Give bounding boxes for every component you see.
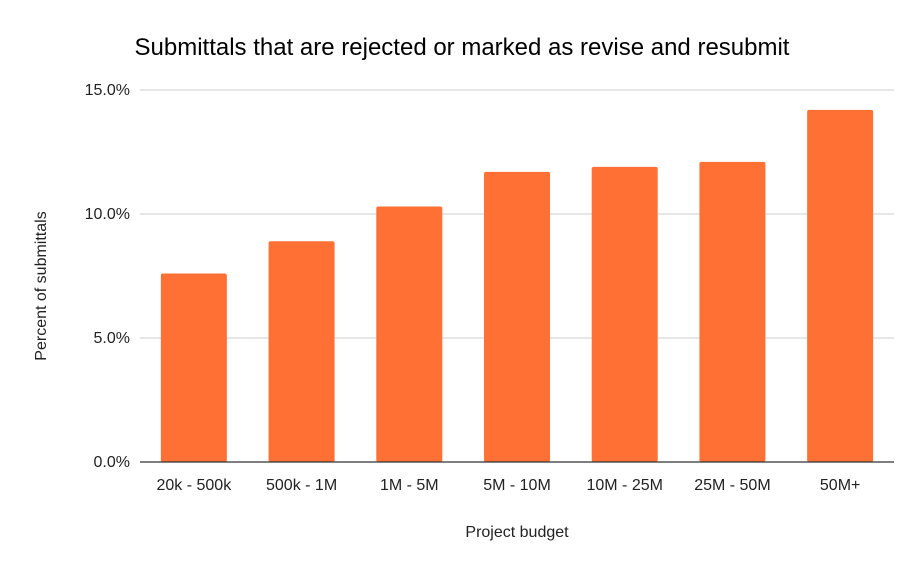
bar — [591, 166, 658, 462]
y-axis-label: Percent of submittals — [33, 211, 50, 360]
y-tick-label: 0.0% — [94, 454, 130, 471]
x-tick-label: 1M - 5M — [380, 477, 439, 494]
bar — [160, 273, 227, 462]
bar — [699, 161, 766, 463]
x-axis-label: Project budget — [465, 524, 569, 541]
x-tick-label: 25M - 50M — [694, 477, 770, 494]
bar — [807, 109, 874, 462]
x-tick-label: 500k - 1M — [266, 477, 337, 494]
x-tick-label: 10M - 25M — [586, 477, 662, 494]
chart-title: Submittals that are rejected or marked a… — [135, 34, 790, 61]
bar — [376, 206, 443, 462]
bars — [160, 109, 874, 463]
y-axis-ticks: 0.0% 5.0% 10.0% 15.0% — [85, 82, 130, 471]
bar — [268, 241, 335, 462]
bar — [484, 171, 550, 462]
x-tick-label: 5M - 10M — [483, 477, 551, 494]
y-tick-label: 15.0% — [85, 82, 130, 99]
x-tick-label: 50M+ — [820, 477, 860, 494]
x-axis-ticks: 20k - 500k 500k - 1M 1M - 5M 5M - 10M 10M - … — [156, 477, 860, 494]
y-tick-label: 10.0% — [85, 206, 130, 223]
x-tick-label: 20k - 500k — [156, 477, 232, 494]
y-tick-label: 5.0% — [94, 330, 130, 347]
